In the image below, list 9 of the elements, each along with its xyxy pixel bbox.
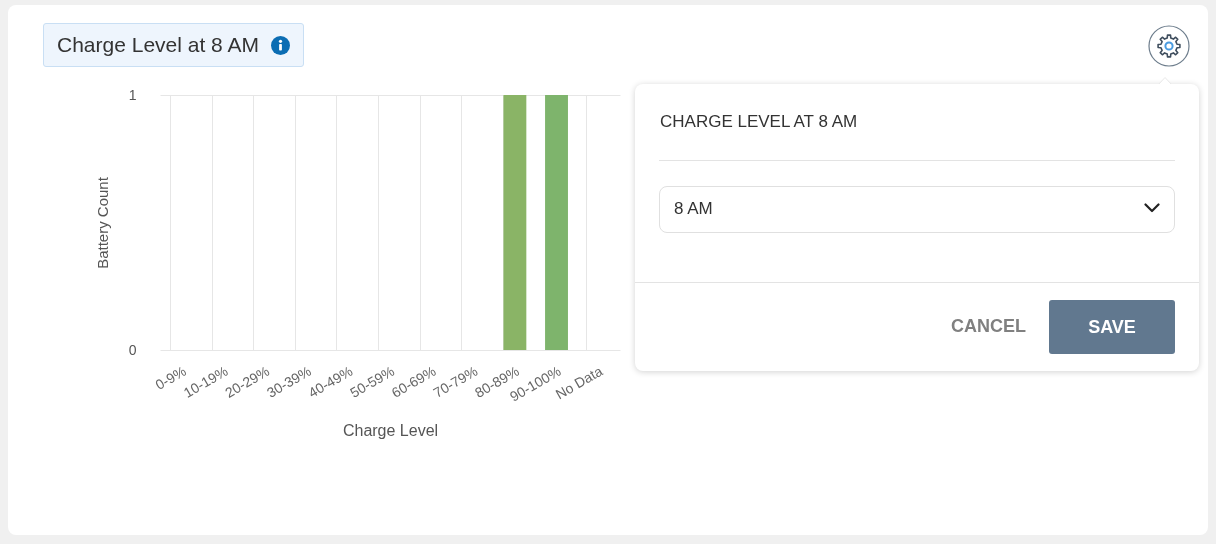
text: CANCEL — [951, 316, 1026, 337]
y-axis-title: Battery Count — [93, 176, 111, 269]
text: CHARGE LEVEL AT 8 AM — [660, 112, 858, 132]
y-tick-label: 1 — [128, 86, 137, 103]
text: SAVE — [1049, 300, 1175, 354]
x-axis-title: Charge Level — [342, 421, 439, 439]
text: 8 AM — [674, 199, 713, 219]
y-tick-label: 0 — [128, 341, 137, 358]
chart-title: Charge Level at 8 AM — [57, 33, 259, 56]
